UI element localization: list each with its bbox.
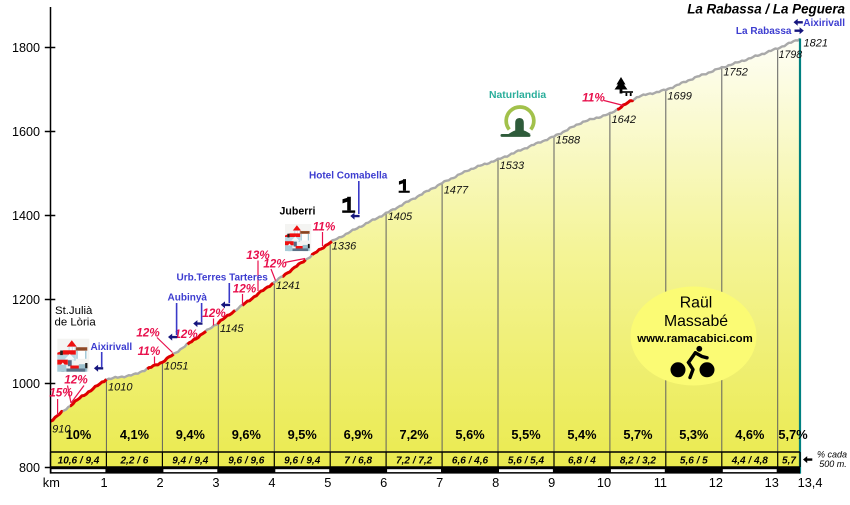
svg-text:4,4 / 4,8: 4,4 / 4,8 [731,455,769,466]
svg-text:4,1%: 4,1% [120,427,150,442]
svg-text:9,6 / 9,4: 9,6 / 9,4 [284,455,321,466]
svg-text:12%: 12% [233,282,257,296]
svg-text:6,8 / 4: 6,8 / 4 [568,455,596,466]
svg-text:1: 1 [100,475,107,490]
svg-text:12%: 12% [174,327,198,341]
svg-text:8: 8 [492,475,499,490]
svg-text:5,7%: 5,7% [778,427,808,442]
svg-text:13: 13 [765,475,779,490]
svg-text:Aixirivall: Aixirivall [803,18,845,29]
svg-text:Aixirivall: Aixirivall [91,342,133,353]
svg-text:12%: 12% [136,326,160,340]
svg-text:Raül: Raül [680,295,713,312]
svg-text:1821: 1821 [804,38,828,50]
svg-text:Massabé: Massabé [664,313,728,330]
svg-text:10: 10 [597,475,611,490]
svg-text:7 / 6,8: 7 / 6,8 [344,455,372,466]
svg-text:7: 7 [436,475,443,490]
svg-text:1752: 1752 [723,67,747,79]
svg-text:15%: 15% [49,386,73,400]
svg-text:Hotel Comabella: Hotel Comabella [309,171,388,182]
svg-text:5: 5 [324,475,331,490]
svg-text:5,4%: 5,4% [567,427,597,442]
svg-text:www.ramacabici.com: www.ramacabici.com [636,333,752,345]
svg-text:1533: 1533 [500,160,525,172]
svg-text:Juberri: Juberri [280,206,316,218]
svg-text:12: 12 [709,475,723,490]
svg-text:5,5%: 5,5% [511,427,541,442]
svg-text:Urb.Terres Tarteres: Urb.Terres Tarteres [177,273,269,284]
svg-text:13%: 13% [246,248,270,262]
svg-text:5,6 / 5,4: 5,6 / 5,4 [508,455,545,466]
svg-text:7,2 / 7,2: 7,2 / 7,2 [396,455,433,466]
svg-text:1477: 1477 [444,185,469,197]
svg-text:de Lòria: de Lòria [55,317,97,329]
svg-text:9,4 / 9,4: 9,4 / 9,4 [172,455,209,466]
svg-text:1336: 1336 [332,241,357,253]
svg-text:Naturlandia: Naturlandia [489,90,546,101]
svg-text:1200: 1200 [12,293,40,307]
svg-text:1051: 1051 [164,361,188,373]
svg-text:9,5%: 9,5% [288,427,318,442]
svg-text:11: 11 [654,475,667,490]
svg-text:% cada: % cada [817,450,847,460]
svg-text:6,6 / 4,6: 6,6 / 4,6 [452,455,489,466]
svg-text:1588: 1588 [556,135,581,147]
svg-text:4: 4 [268,475,275,490]
svg-text:1241: 1241 [276,280,300,292]
svg-text:11%: 11% [313,220,336,234]
svg-text:12%: 12% [263,257,287,271]
svg-text:1699: 1699 [667,91,691,103]
svg-text:1010: 1010 [108,382,133,394]
svg-text:Aubinyà: Aubinyà [168,293,208,304]
svg-text:3: 3 [212,475,219,490]
svg-text:9,6%: 9,6% [232,427,262,442]
svg-text:11%: 11% [582,91,605,105]
svg-text:9,6 / 9,6: 9,6 / 9,6 [228,455,265,466]
svg-text:2: 2 [156,475,163,490]
svg-text:1145: 1145 [220,323,245,335]
svg-text:5,7%: 5,7% [623,427,653,442]
svg-text:5,6 / 5: 5,6 / 5 [680,455,708,466]
svg-text:1600: 1600 [12,125,40,139]
svg-text:9,4%: 9,4% [176,427,206,442]
svg-text:7,2%: 7,2% [400,427,430,442]
svg-text:1000: 1000 [12,377,40,391]
svg-text:km: km [43,475,60,490]
svg-text:13,4: 13,4 [798,475,823,490]
svg-text:6,9%: 6,9% [344,427,374,442]
svg-text:9: 9 [548,475,555,490]
svg-text:1642: 1642 [612,114,636,126]
svg-text:St.Julià: St.Julià [55,305,93,317]
svg-text:4,6%: 4,6% [735,427,765,442]
svg-text:910: 910 [52,424,71,436]
svg-text:1405: 1405 [388,211,413,223]
svg-text:10,6 / 9,4: 10,6 / 9,4 [58,455,100,466]
svg-text:6: 6 [380,475,387,490]
svg-text:5,6%: 5,6% [455,427,485,442]
svg-text:5,3%: 5,3% [679,427,709,442]
svg-text:10%: 10% [66,427,92,442]
svg-text:12%: 12% [64,373,88,387]
svg-text:2,2 / 6: 2,2 / 6 [119,455,148,466]
svg-text:1798: 1798 [779,49,803,61]
svg-text:500 m.: 500 m. [819,459,847,469]
svg-text:La Rabassa: La Rabassa [736,26,792,37]
svg-text:11%: 11% [138,344,161,358]
svg-text:800: 800 [19,461,40,475]
svg-text:12%: 12% [202,306,226,320]
svg-text:5,7: 5,7 [782,455,796,466]
svg-text:1800: 1800 [12,41,40,55]
svg-text:8,2 / 3,2: 8,2 / 3,2 [620,455,657,466]
svg-text:1400: 1400 [12,209,40,223]
svg-text:La Rabassa / La Peguera: La Rabassa / La Peguera [687,2,845,17]
